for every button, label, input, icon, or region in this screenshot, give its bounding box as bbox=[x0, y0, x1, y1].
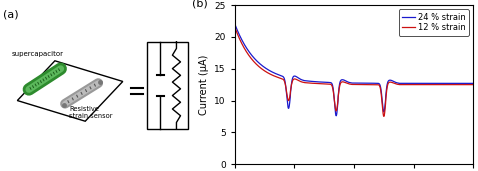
12 % strain bbox=[232, 26, 238, 28]
24 % strain bbox=[273, 73, 279, 75]
12 % strain bbox=[466, 84, 471, 86]
Text: (b): (b) bbox=[192, 0, 208, 9]
Line: 24 % strain: 24 % strain bbox=[235, 24, 473, 116]
24 % strain bbox=[259, 64, 265, 67]
Text: (a): (a) bbox=[3, 10, 19, 20]
24 % strain bbox=[333, 115, 339, 117]
24 % strain bbox=[334, 113, 339, 115]
12 % strain bbox=[334, 109, 339, 111]
12 % strain bbox=[470, 84, 476, 86]
24 % strain bbox=[232, 23, 238, 25]
24 % strain bbox=[324, 81, 329, 83]
12 % strain bbox=[440, 84, 446, 86]
12 % strain bbox=[259, 68, 265, 70]
24 % strain bbox=[440, 82, 446, 84]
24 % strain bbox=[470, 82, 476, 84]
Y-axis label: Current (μA): Current (μA) bbox=[199, 54, 209, 115]
Legend: 24 % strain, 12 % strain: 24 % strain, 12 % strain bbox=[399, 9, 469, 36]
Text: supercapacitor: supercapacitor bbox=[11, 51, 64, 57]
12 % strain bbox=[324, 83, 329, 85]
Bar bbox=[147, 42, 188, 129]
24 % strain bbox=[466, 82, 471, 84]
12 % strain bbox=[381, 115, 387, 117]
Line: 12 % strain: 12 % strain bbox=[235, 27, 473, 116]
Text: Resistive
strain sensor: Resistive strain sensor bbox=[69, 106, 113, 119]
12 % strain bbox=[273, 76, 279, 78]
